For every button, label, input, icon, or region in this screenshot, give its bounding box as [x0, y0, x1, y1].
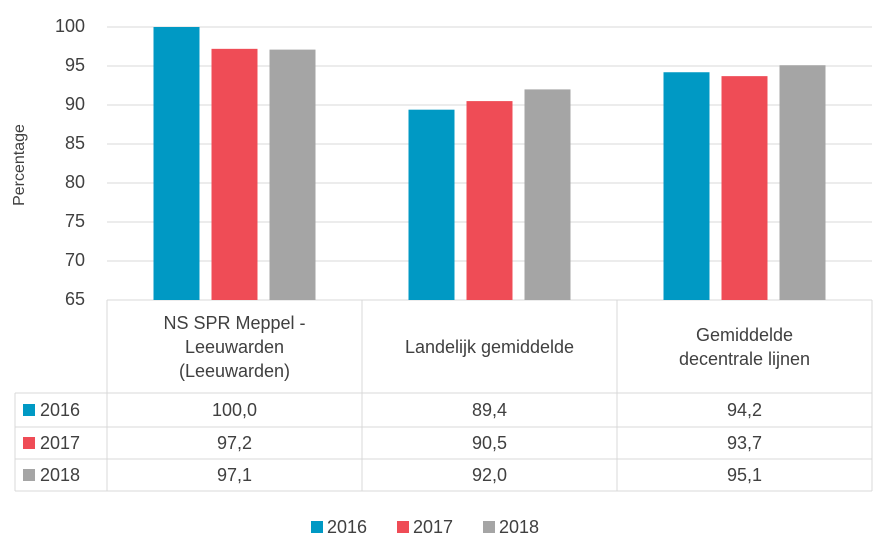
bar [663, 72, 710, 301]
legend-swatch [311, 521, 323, 533]
series-label: 2018 [40, 465, 80, 485]
table-value: 97,2 [216, 433, 253, 453]
table-value: 94,2 [726, 400, 763, 420]
table-value: 95,1 [726, 465, 763, 485]
legend-label: 2017 [413, 517, 453, 537]
y-tick-label: 70 [65, 250, 85, 270]
table-value: 89,4 [471, 400, 508, 420]
y-tick-label: 90 [65, 94, 85, 114]
legend-key [23, 469, 35, 481]
y-tick-label: 80 [65, 172, 85, 192]
legend-label: 2016 [327, 517, 367, 537]
category-label: NS SPR Meppel - Leeuwarden (Leeuwarden) [163, 312, 306, 381]
category-label: Gemiddelde decentrale lijnen [678, 324, 811, 369]
legend-swatch [483, 521, 495, 533]
y-axis-label: Percentage [11, 124, 28, 206]
legend-label: 2018 [499, 517, 539, 537]
table-value: 93,7 [726, 433, 763, 453]
y-tick-label: 85 [65, 133, 85, 153]
series-label: 2017 [40, 433, 80, 453]
table-value: 97,1 [216, 465, 253, 485]
bar [779, 65, 826, 300]
y-tick-label: 65 [65, 289, 85, 309]
y-tick-label: 100 [55, 16, 85, 36]
bar [466, 101, 513, 300]
bar [153, 27, 200, 300]
bar [524, 89, 571, 301]
bar [211, 48, 258, 301]
table-value: 90,5 [471, 433, 508, 453]
bar [721, 76, 768, 300]
y-tick-label: 95 [65, 55, 85, 75]
bar [269, 49, 316, 301]
series-label: 2016 [40, 400, 80, 420]
legend-key [23, 437, 35, 449]
legend-swatch [397, 521, 409, 533]
legend-key [23, 404, 35, 416]
category-label: Landelijk gemiddelde [404, 336, 575, 357]
bar [408, 109, 455, 301]
table-value: 92,0 [471, 465, 508, 485]
y-tick-label: 75 [65, 211, 85, 231]
table-value: 100,0 [211, 400, 258, 420]
